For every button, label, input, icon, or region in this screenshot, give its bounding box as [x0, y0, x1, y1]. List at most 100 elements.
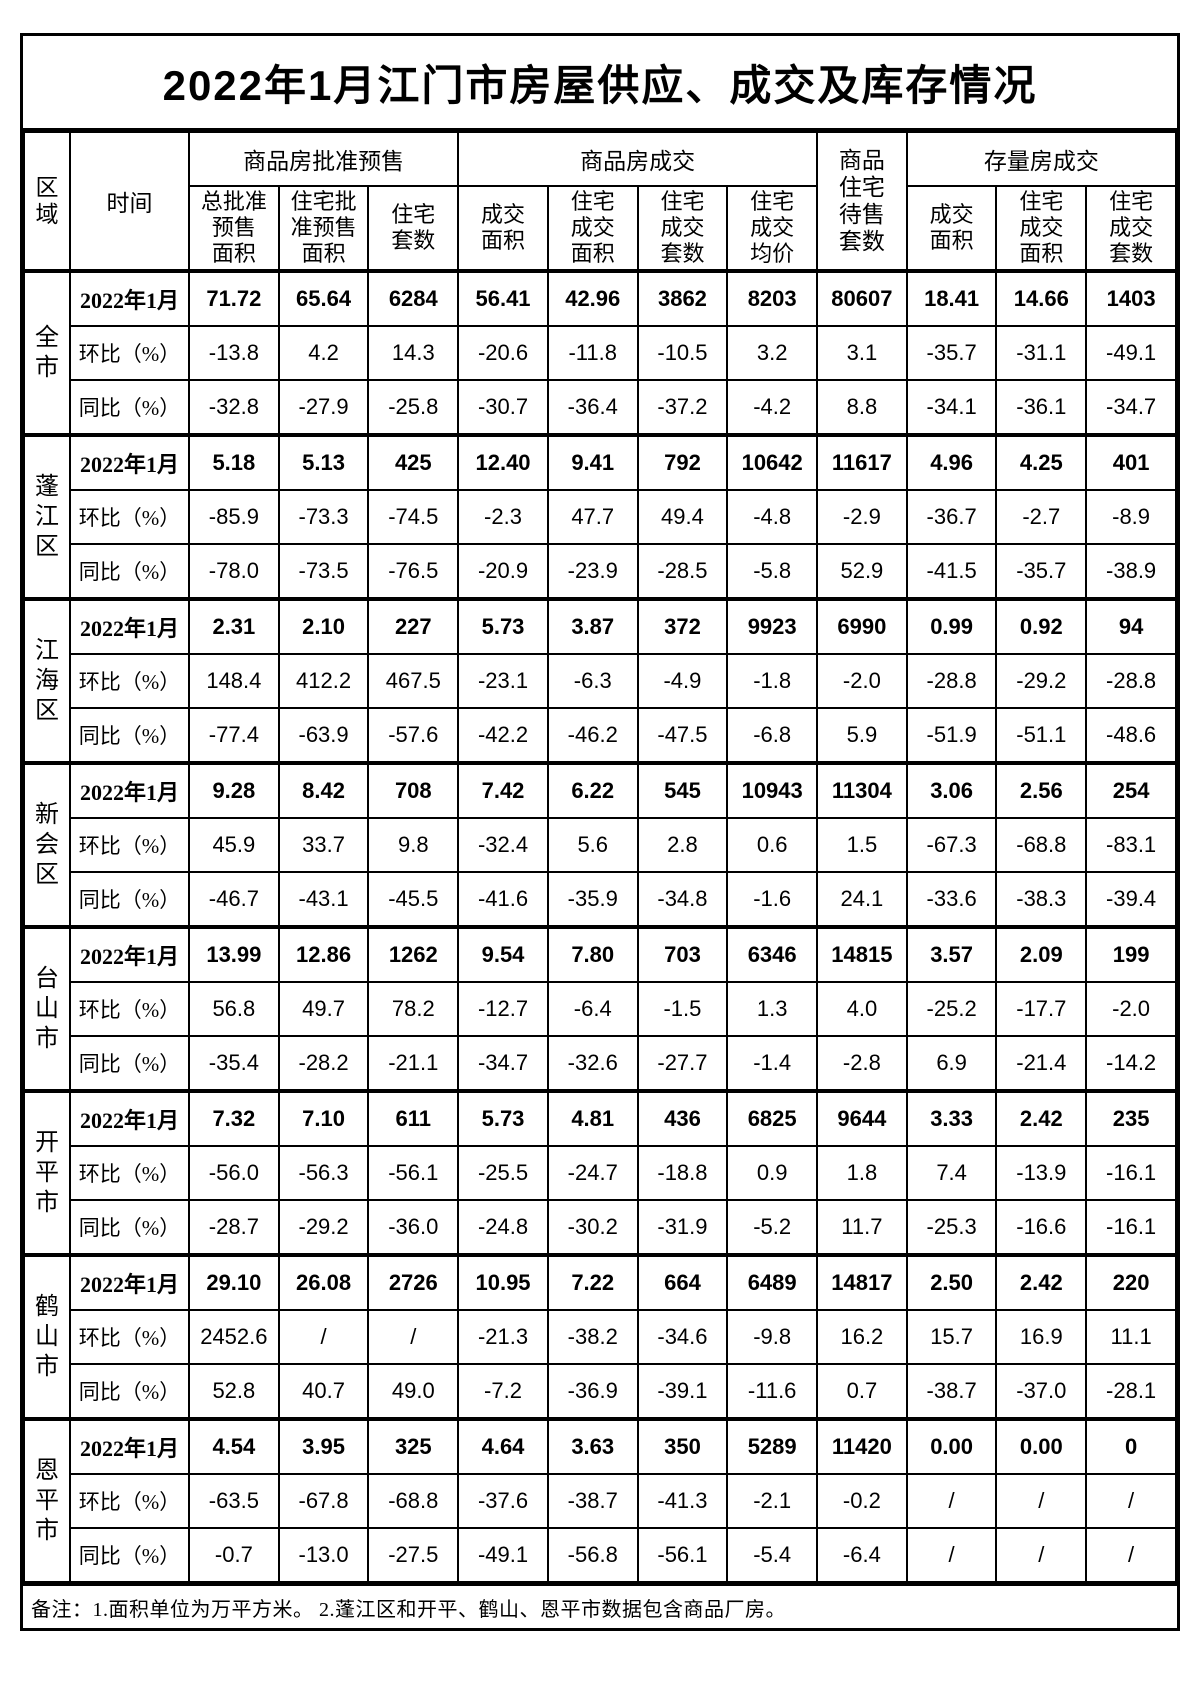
- value-cell: 56.41: [457, 269, 549, 327]
- value-cell: 350: [636, 1417, 729, 1475]
- table-row: 环比（%） -56.0 -56.3 -56.1 -25.5 -24.7 -18.8 0.9 1.…: [24, 1145, 1177, 1201]
- group-header-presale: 商品房批准预售: [187, 131, 460, 187]
- value-cell: 227: [367, 597, 460, 655]
- value-cell: /: [905, 1527, 998, 1583]
- table-row: 新 会 区 2022年1月 9.28 8.42 708 7.42 6.22 545 10943 1…: [23, 761, 1177, 928]
- value-cell: 2.09: [995, 925, 1088, 983]
- value-cell: -28.1: [1085, 1363, 1177, 1420]
- value-cell: 7.4: [905, 1145, 998, 1201]
- value-cell: 0.9: [726, 1145, 819, 1201]
- value-cell: -32.8: [188, 379, 280, 436]
- col-header-residential-avg-price: 住宅 成交 均价: [726, 185, 819, 272]
- value-cell: 9.28: [188, 761, 280, 819]
- row-label: 同比（%）: [69, 1363, 190, 1420]
- value-cell: 4.81: [546, 1089, 639, 1147]
- value-cell: 78.2: [367, 981, 460, 1037]
- value-cell: 7.32: [188, 1089, 280, 1147]
- region-name: 台 山 市: [23, 925, 71, 1092]
- group-header-stock: 存量房成交: [905, 131, 1178, 187]
- value-cell: 4.25: [995, 433, 1088, 491]
- value-cell: 2.42: [995, 1253, 1088, 1311]
- value-cell: -11.6: [726, 1363, 819, 1420]
- value-cell: -56.8: [546, 1527, 639, 1583]
- row-label: 同比（%）: [69, 543, 190, 600]
- table-row: 同比（%） -28.7 -29.2 -36.0 -24.8 -30.2 -31.9 -5.2 1…: [24, 1199, 1177, 1256]
- value-cell: -57.6: [367, 707, 460, 764]
- row-label: 同比（%）: [69, 871, 190, 928]
- value-cell: -11.8: [546, 325, 639, 381]
- value-cell: 220: [1085, 1253, 1177, 1311]
- value-cell: 6990: [816, 597, 908, 655]
- value-cell: 1.5: [816, 817, 908, 873]
- value-cell: -36.0: [367, 1199, 460, 1256]
- value-cell: 5.73: [457, 597, 549, 655]
- value-cell: -48.6: [1085, 707, 1177, 764]
- report-title: 2022年1月江门市房屋供应、成交及库存情况: [23, 36, 1177, 131]
- value-cell: 3.87: [546, 597, 639, 655]
- value-cell: 792: [636, 433, 729, 491]
- value-cell: -51.1: [995, 707, 1088, 764]
- value-cell: 254: [1085, 761, 1177, 819]
- value-cell: -56.3: [277, 1145, 370, 1201]
- value-cell: -34.7: [1085, 379, 1177, 436]
- value-cell: -83.1: [1085, 817, 1177, 873]
- row-label: 同比（%）: [69, 707, 190, 764]
- value-cell: -23.1: [457, 653, 549, 709]
- value-cell: -16.1: [1085, 1199, 1177, 1256]
- value-cell: 3.1: [816, 325, 908, 381]
- value-cell: 4.64: [457, 1417, 549, 1475]
- value-cell: 1.8: [816, 1145, 908, 1201]
- value-cell: -13.8: [188, 325, 280, 381]
- value-cell: -34.8: [636, 871, 729, 928]
- table-row: 环比（%） 148.4 412.2 467.5 -23.1 -6.3 -4.9 -1.8 -2.…: [24, 653, 1177, 709]
- value-cell: /: [905, 1473, 998, 1529]
- row-label: 环比（%）: [69, 981, 190, 1037]
- value-cell: -13.0: [277, 1527, 370, 1583]
- value-cell: -2.7: [995, 489, 1088, 545]
- value-cell: -25.8: [367, 379, 460, 436]
- value-cell: 3862: [636, 269, 729, 327]
- value-cell: -6.4: [816, 1527, 908, 1583]
- region-name: 恩 平 市: [23, 1417, 71, 1583]
- value-cell: 14815: [816, 925, 908, 983]
- col-header-residential-approved-area: 住宅批 准预售 面积: [277, 185, 370, 272]
- value-cell: 2.10: [277, 597, 370, 655]
- value-cell: -37.2: [636, 379, 729, 436]
- value-cell: 24.1: [816, 871, 908, 928]
- value-cell: -31.9: [636, 1199, 729, 1256]
- table-row: 恩 平 市 2022年1月 4.54 3.95 325 4.64 3.63 350 5289 11…: [23, 1417, 1177, 1583]
- value-cell: -1.4: [726, 1035, 819, 1092]
- col-header-residential-transaction-units: 住宅 成交 套数: [636, 185, 729, 272]
- value-cell: 545: [636, 761, 729, 819]
- value-cell: -17.7: [995, 981, 1088, 1037]
- value-cell: 3.33: [905, 1089, 998, 1147]
- value-cell: 6346: [726, 925, 819, 983]
- value-cell: -35.4: [188, 1035, 280, 1092]
- value-cell: 4.96: [905, 433, 998, 491]
- row-label: 环比（%）: [69, 1473, 190, 1529]
- value-cell: 9923: [726, 597, 819, 655]
- value-cell: 3.95: [277, 1417, 370, 1475]
- value-cell: 0.00: [995, 1417, 1088, 1475]
- value-cell: 11420: [816, 1417, 908, 1475]
- value-cell: 8203: [726, 269, 819, 327]
- value-cell: -51.9: [905, 707, 998, 764]
- value-cell: /: [277, 1309, 370, 1365]
- value-cell: 467.5: [367, 653, 460, 709]
- group-header-transaction: 商品房成交: [457, 131, 819, 187]
- value-cell: -14.2: [1085, 1035, 1177, 1092]
- value-cell: -21.3: [457, 1309, 549, 1365]
- value-cell: -1.8: [726, 653, 819, 709]
- value-cell: 14817: [816, 1253, 908, 1311]
- value-cell: 16.9: [995, 1309, 1088, 1365]
- value-cell: 11304: [816, 761, 908, 819]
- value-cell: -5.8: [726, 543, 819, 600]
- housing-data-table: 区 域 时间 商品房批准预售 商品房成交 商品 住宅 待售 套数 存量房成交 总…: [23, 131, 1178, 1583]
- value-cell: 18.41: [905, 269, 998, 327]
- value-cell: -36.7: [905, 489, 998, 545]
- value-cell: 0.7: [816, 1363, 908, 1420]
- region-name: 新 会 区: [23, 761, 71, 928]
- table-row: 台 山 市 2022年1月 13.99 12.86 1262 9.54 7.80 703 634…: [23, 925, 1177, 1092]
- value-cell: 2452.6: [188, 1309, 280, 1365]
- value-cell: -35.7: [905, 325, 998, 381]
